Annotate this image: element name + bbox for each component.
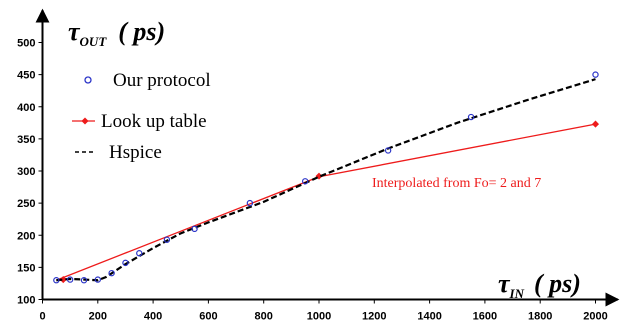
y-axis-unit: ( ps) bbox=[118, 17, 165, 46]
x-tick-label: 1200 bbox=[362, 311, 386, 323]
series-our-protocol-point bbox=[108, 269, 115, 277]
y-tick-label: 450 bbox=[17, 70, 35, 82]
series-our-protocol-point bbox=[191, 225, 198, 233]
legend-marker-our-protocol bbox=[84, 76, 92, 84]
x-axis-title: τIN ( ps) bbox=[498, 269, 581, 301]
y-tick-label: 250 bbox=[17, 198, 35, 210]
y-tick-label: 350 bbox=[17, 134, 35, 146]
y-tick-labels: 100 150 200 250 300 350 400 450 500 bbox=[17, 38, 35, 307]
legend-marker-look-up-table bbox=[81, 117, 89, 125]
series-our-protocol-point bbox=[136, 250, 143, 257]
series-our-protocol-point bbox=[246, 199, 254, 207]
x-tick-label: 600 bbox=[199, 311, 217, 323]
y-tick-label: 100 bbox=[17, 295, 35, 307]
y-tick-label: 300 bbox=[17, 166, 35, 178]
y-tick-label: 200 bbox=[17, 230, 35, 242]
series-our-protocol-point bbox=[384, 147, 392, 154]
series-our-protocol-point bbox=[53, 277, 60, 284]
legend: Our protocol Look up table Hspice bbox=[72, 70, 211, 163]
y-tick-label: 500 bbox=[17, 38, 35, 50]
y-tick-label: 400 bbox=[17, 102, 35, 114]
x-axis-symbol: τ bbox=[498, 269, 511, 298]
y-axis-symbol: τ bbox=[68, 17, 81, 46]
x-tick-label: 1800 bbox=[528, 311, 552, 323]
series-our-protocol-point bbox=[301, 178, 309, 185]
x-tick-label: 200 bbox=[89, 311, 107, 323]
x-axis-subscript: IN bbox=[509, 286, 525, 301]
legend-label-look-up-table: Look up table bbox=[101, 111, 207, 132]
x-tick-labels: 0 200 400 600 800 1000 1200 1400 1600 1800 2000 bbox=[39, 311, 607, 323]
series-our-protocol-point bbox=[80, 277, 88, 284]
x-axis-unit: ( ps) bbox=[534, 269, 581, 298]
x-tick-label: 800 bbox=[255, 311, 273, 323]
series-look-up-table-point bbox=[591, 120, 600, 128]
legend-label-our-protocol: Our protocol bbox=[113, 70, 211, 91]
series-our-protocol-point bbox=[467, 113, 475, 121]
x-tick-label: 400 bbox=[144, 311, 162, 323]
series-our-protocol-point bbox=[122, 259, 129, 267]
x-tick-label: 1000 bbox=[307, 311, 331, 323]
series-our-protocol-point bbox=[66, 276, 74, 283]
x-tick-label: 1600 bbox=[473, 311, 497, 323]
series-our-protocol-point bbox=[163, 236, 171, 243]
x-tick-label: 0 bbox=[39, 311, 45, 323]
legend-label-hspice: Hspice bbox=[109, 142, 162, 163]
series-our-protocol-point bbox=[94, 276, 102, 283]
series-look-up-table-point bbox=[59, 276, 67, 284]
plot-area bbox=[53, 71, 600, 284]
y-axis-title: τOUT ( ps) bbox=[68, 17, 165, 49]
y-axis-subscript: OUT bbox=[80, 34, 108, 49]
x-tick-label: 2000 bbox=[583, 311, 607, 323]
y-tick-label: 150 bbox=[17, 262, 35, 274]
x-tick-label: 1400 bbox=[417, 311, 441, 323]
axes bbox=[35, 8, 620, 307]
series-our-protocol-point bbox=[592, 71, 599, 78]
annotation-interpolated: Interpolated from Fo= 2 and 7 bbox=[372, 176, 541, 191]
